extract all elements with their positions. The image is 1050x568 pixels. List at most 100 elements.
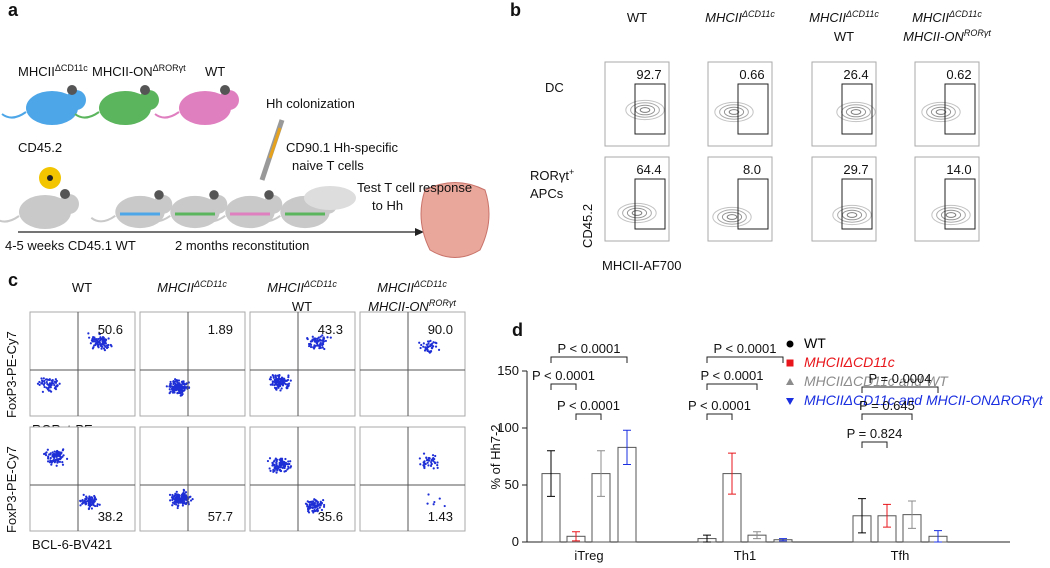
- gate-value: 92.7: [636, 67, 661, 82]
- event-dot: [316, 507, 319, 510]
- text-part: MHCII-ON: [92, 64, 153, 79]
- flow-plot: [249, 426, 356, 532]
- event-dot: [41, 390, 44, 393]
- y-tick-label: 50: [505, 477, 519, 492]
- event-dot: [310, 500, 313, 503]
- text-part: WT: [627, 10, 647, 25]
- event-dot: [316, 509, 320, 512]
- event-dot: [103, 344, 106, 347]
- column-header: MHCIIΔCD11c: [912, 9, 982, 25]
- event-dot: [184, 491, 188, 494]
- text-part: MHCII: [377, 280, 414, 295]
- quadrant-value: 1.89: [208, 322, 233, 337]
- text-part: MHCII: [809, 10, 846, 25]
- event-dot: [279, 463, 282, 466]
- text-part: RORγt: [964, 28, 991, 38]
- event-dot: [266, 459, 270, 463]
- event-dot: [98, 332, 101, 335]
- event-dot: [289, 460, 292, 463]
- event-dot: [430, 462, 433, 466]
- event-dot: [329, 336, 332, 339]
- row-label: DC: [545, 80, 564, 95]
- mouse-ear: [140, 85, 150, 95]
- event-dot: [436, 464, 439, 467]
- event-dot: [280, 387, 283, 390]
- event-dot: [93, 504, 97, 508]
- column-header: WT: [834, 29, 854, 44]
- column-header: MHCIIΔCD11c: [809, 9, 879, 25]
- event-dot: [61, 463, 65, 466]
- event-dot: [59, 456, 62, 459]
- event-dot: [324, 339, 328, 343]
- event-dot: [91, 496, 94, 500]
- event-dot: [279, 457, 283, 460]
- event-dot: [96, 503, 99, 506]
- legend-marker: [786, 340, 794, 348]
- event-dot: [101, 338, 104, 341]
- event-dot: [427, 493, 430, 496]
- event-dot: [38, 380, 41, 384]
- event-dot: [424, 346, 427, 349]
- event-dot: [427, 345, 430, 349]
- event-dot: [307, 511, 311, 514]
- x-tick-label: iTreg: [574, 548, 603, 563]
- event-dot: [434, 345, 438, 348]
- event-dot: [284, 457, 287, 461]
- contour: [630, 102, 660, 118]
- event-dot: [53, 384, 56, 387]
- event-dot: [82, 493, 85, 496]
- contour: [926, 104, 956, 120]
- event-dot: [278, 374, 281, 377]
- event-dot: [422, 345, 425, 348]
- event-dot: [274, 467, 277, 470]
- contour: [850, 109, 862, 115]
- contour: [717, 209, 747, 225]
- event-dot: [268, 378, 272, 381]
- event-dot: [46, 460, 50, 463]
- event-dot: [51, 380, 54, 383]
- column-header: MHCII-ONRORγt: [903, 28, 991, 44]
- event-dot: [435, 341, 438, 345]
- text-part: WT: [205, 64, 225, 79]
- mouse-tail: [1, 111, 27, 119]
- p-value: P < 0.0001: [688, 398, 751, 413]
- event-dot: [313, 510, 317, 513]
- quadrant-value: 43.3: [318, 322, 343, 337]
- flow-plot: [139, 426, 246, 532]
- event-dot: [182, 493, 186, 496]
- event-dot: [431, 454, 435, 457]
- event-dot: [58, 460, 62, 464]
- event-dot: [58, 451, 61, 454]
- error-bar: [753, 531, 761, 540]
- event-dot: [314, 344, 317, 347]
- error-bar: [623, 429, 631, 465]
- event-dot: [289, 465, 293, 468]
- significance-bracket: [706, 413, 733, 420]
- axis-label: MHCII-AF700: [602, 258, 681, 273]
- event-dot: [276, 380, 280, 384]
- event-dot: [171, 504, 174, 507]
- step-label: Test T cell response: [357, 180, 472, 195]
- event-dot: [103, 342, 107, 345]
- mouse-head: [153, 194, 173, 214]
- text-part: RORγt: [429, 298, 456, 308]
- event-dot: [316, 339, 319, 342]
- error-bar: [883, 503, 891, 528]
- event-dot: [177, 504, 180, 507]
- event-dot: [45, 386, 48, 389]
- event-dot: [85, 495, 88, 498]
- event-dot: [434, 454, 437, 458]
- event-dot: [314, 339, 317, 342]
- event-dot: [269, 383, 272, 386]
- event-dot: [178, 386, 181, 389]
- event-dot: [89, 342, 92, 345]
- mouse-tail: [145, 214, 171, 223]
- event-dot: [426, 348, 429, 351]
- event-dot: [426, 461, 429, 464]
- event-dot: [172, 382, 175, 386]
- legend-label: MHCIIΔCD11c and MHCII-ONΔRORγt: [804, 392, 1044, 408]
- event-dot: [107, 343, 110, 347]
- event-dot: [271, 374, 274, 377]
- event-dot: [286, 385, 289, 388]
- event-dot: [312, 511, 315, 514]
